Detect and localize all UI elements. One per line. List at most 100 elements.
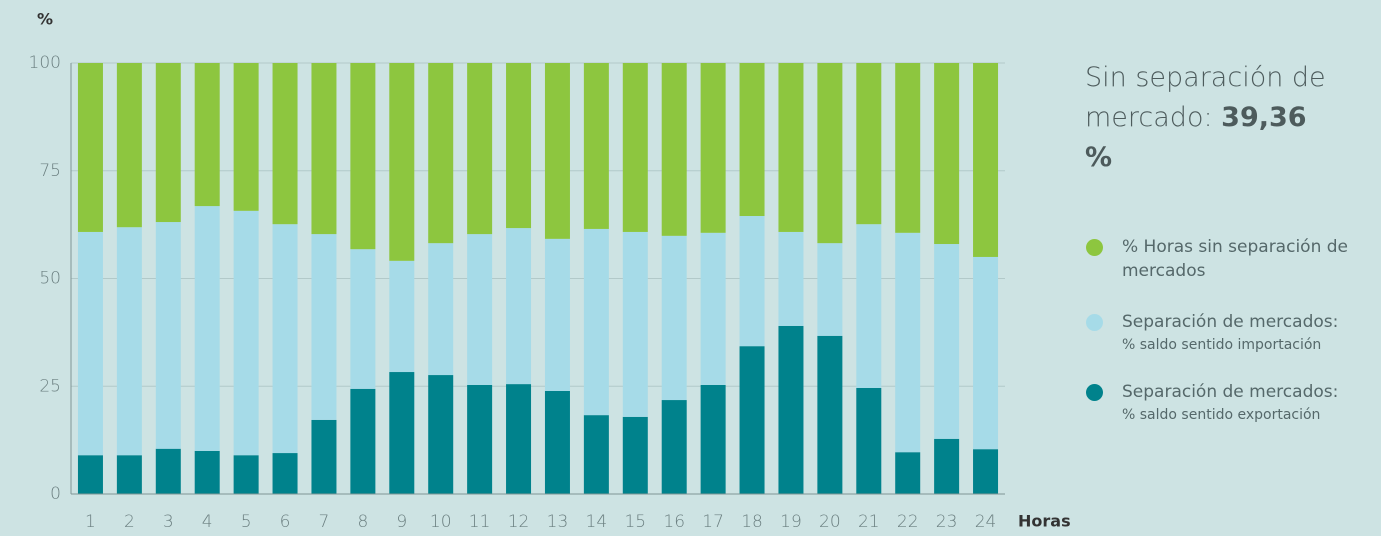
bar-segment — [155, 448, 181, 494]
x-tick-label: 9 — [396, 512, 407, 532]
bar-segment — [817, 335, 843, 494]
x-tick-label: 15 — [624, 512, 646, 532]
bar-segment — [700, 384, 726, 494]
bar-segment — [700, 63, 726, 233]
bar-segment — [895, 452, 921, 494]
bar-segment — [622, 416, 648, 494]
bar-segment — [583, 63, 609, 229]
bar-segment — [272, 453, 298, 494]
x-tick-label: 1 — [85, 512, 96, 532]
bar-segment — [311, 419, 337, 494]
bar-segment — [739, 63, 765, 217]
bar-segment — [233, 455, 259, 494]
x-tick-label: 17 — [702, 512, 724, 532]
x-tick-label: 24 — [975, 512, 997, 532]
x-tick-label: 2 — [124, 512, 135, 532]
bar-segment — [116, 455, 142, 494]
x-tick-label: 20 — [819, 512, 841, 532]
bar-segment — [350, 63, 376, 250]
bar-segment — [506, 384, 532, 494]
bar-segment — [583, 415, 609, 494]
legend-marker — [1086, 384, 1103, 401]
bar-segment — [350, 249, 376, 389]
bar-segment — [428, 375, 454, 494]
bar-segment — [583, 228, 609, 416]
legend-detail: % saldo sentido exportación — [1122, 407, 1321, 423]
bar-segment — [467, 384, 493, 494]
x-tick-label: 21 — [858, 512, 880, 532]
annotation-value: 39,36 % — [1085, 102, 1307, 173]
bar-segment — [544, 63, 570, 239]
legend-item: % Horas sin separación de mercados — [1122, 235, 1381, 283]
bar-segment — [467, 63, 493, 235]
bar-segment — [311, 234, 337, 420]
bar-segment — [155, 222, 181, 449]
bar-segment — [856, 224, 882, 388]
x-tick-label: 8 — [357, 512, 368, 532]
y-tick-label: 50 — [39, 269, 61, 289]
bar-segment — [272, 63, 298, 225]
bar-segment — [622, 231, 648, 417]
bar-segment — [778, 231, 804, 326]
x-tick-label: 14 — [586, 512, 608, 532]
bar-segment — [973, 449, 999, 494]
bar-segment — [155, 63, 181, 223]
bar-segment — [428, 243, 454, 376]
y-tick-label: 25 — [39, 376, 61, 396]
bar-segment — [817, 243, 843, 336]
x-tick-label: 11 — [469, 512, 491, 532]
bar-segment — [272, 224, 298, 454]
x-tick-label: 7 — [319, 512, 330, 532]
bar-segment — [778, 63, 804, 232]
bar-segment — [389, 372, 415, 494]
bar-segment — [739, 216, 765, 347]
x-tick-label: 3 — [163, 512, 174, 532]
bar-segment — [973, 63, 999, 257]
bar-segment — [116, 227, 142, 456]
bar-segment — [389, 260, 415, 373]
bar-segment — [661, 63, 687, 236]
bar-segment — [934, 438, 960, 494]
bar-segment — [233, 63, 259, 211]
bar-segment — [661, 235, 687, 401]
bar-segment — [934, 63, 960, 245]
x-tick-label: 12 — [508, 512, 530, 532]
bar-segment — [77, 455, 103, 494]
bar-segment — [739, 346, 765, 494]
annotation: Sin separación de mercado: 39,36 % — [1085, 58, 1335, 178]
x-tick-label: 13 — [547, 512, 569, 532]
bar-segment — [934, 244, 960, 439]
bar-segment — [700, 232, 726, 385]
x-tick-label: 4 — [202, 512, 213, 532]
bar-segment — [506, 63, 532, 229]
x-tick-label: 10 — [430, 512, 452, 532]
legend-label: Separación de mercados: — [1122, 312, 1339, 332]
legend-label: Separación de mercados: — [1122, 382, 1339, 402]
annotation-text: Sin separación de mercado: — [1085, 62, 1326, 133]
legend-item: Separación de mercados: % saldo sentido i… — [1122, 310, 1381, 356]
bar-segment — [506, 228, 532, 385]
bar-segment — [817, 63, 843, 244]
x-tick-label: 18 — [741, 512, 763, 532]
legend-detail: % saldo sentido importación — [1122, 337, 1322, 353]
y-tick-label: 75 — [39, 161, 61, 181]
x-tick-label: 16 — [663, 512, 685, 532]
bar-segment — [544, 238, 570, 391]
y-tick-label: 100 — [29, 53, 61, 73]
bar-segment — [194, 450, 220, 494]
bar-segment — [194, 206, 220, 451]
x-axis-label: Horas — [1018, 512, 1071, 531]
x-tick-label: 5 — [241, 512, 252, 532]
bar-segment — [973, 256, 999, 450]
bar-segment — [389, 63, 415, 261]
bar-segment — [350, 388, 376, 494]
bar-segment — [77, 231, 103, 456]
bar-segment — [116, 63, 142, 228]
bar-segment — [233, 210, 259, 456]
legend-label: % Horas sin separación de mercados — [1122, 237, 1348, 281]
bar-segment — [77, 63, 103, 232]
bar-segment — [622, 63, 648, 232]
bar-segment — [311, 63, 337, 235]
